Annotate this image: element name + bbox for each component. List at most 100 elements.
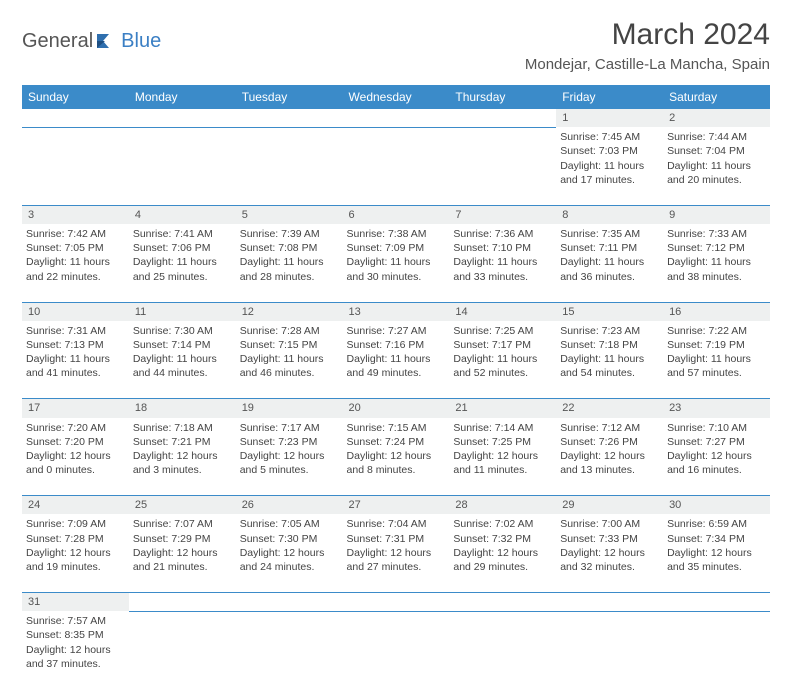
calendar-day-cell xyxy=(343,611,450,689)
sunset-text: Sunset: 7:13 PM xyxy=(26,338,125,352)
calendar-day-cell: Sunrise: 7:44 AMSunset: 7:04 PMDaylight:… xyxy=(663,127,770,205)
calendar-day-cell xyxy=(129,611,236,689)
day-number-cell: 6 xyxy=(343,205,450,224)
day-number-cell: 13 xyxy=(343,302,450,321)
sunset-text: Sunset: 8:35 PM xyxy=(26,628,125,642)
day-number-cell: 14 xyxy=(449,302,556,321)
day-number-cell: 30 xyxy=(663,496,770,515)
sunrise-text: Sunrise: 7:15 AM xyxy=(347,421,446,435)
daylight-text: Daylight: 11 hours xyxy=(240,352,339,366)
sunrise-text: Sunrise: 7:39 AM xyxy=(240,227,339,241)
daylight-text: Daylight: 11 hours xyxy=(453,255,552,269)
sunrise-text: Sunrise: 7:25 AM xyxy=(453,324,552,338)
daylight-text: and 38 minutes. xyxy=(667,270,766,284)
daylight-text: Daylight: 11 hours xyxy=(347,352,446,366)
daylight-text: and 13 minutes. xyxy=(560,463,659,477)
sunset-text: Sunset: 7:34 PM xyxy=(667,532,766,546)
sunrise-text: Sunrise: 7:27 AM xyxy=(347,324,446,338)
sunset-text: Sunset: 7:19 PM xyxy=(667,338,766,352)
daylight-text: and 57 minutes. xyxy=(667,366,766,380)
calendar-week-row: Sunrise: 7:57 AMSunset: 8:35 PMDaylight:… xyxy=(22,611,770,689)
day-number-cell: 29 xyxy=(556,496,663,515)
day-number-cell xyxy=(449,109,556,127)
daylight-text: Daylight: 12 hours xyxy=(560,449,659,463)
day-number-cell: 5 xyxy=(236,205,343,224)
day-number-row: 31 xyxy=(22,592,770,611)
sunrise-text: Sunrise: 7:04 AM xyxy=(347,517,446,531)
daylight-text: Daylight: 11 hours xyxy=(667,352,766,366)
day-number-cell: 7 xyxy=(449,205,556,224)
day-number-cell: 17 xyxy=(22,399,129,418)
weekday-header: Friday xyxy=(556,85,663,109)
sunrise-text: Sunrise: 7:33 AM xyxy=(667,227,766,241)
calendar-day-cell: Sunrise: 7:17 AMSunset: 7:23 PMDaylight:… xyxy=(236,418,343,496)
daylight-text: Daylight: 11 hours xyxy=(240,255,339,269)
daylight-text: and 29 minutes. xyxy=(453,560,552,574)
sunrise-text: Sunrise: 7:10 AM xyxy=(667,421,766,435)
sunset-text: Sunset: 7:18 PM xyxy=(560,338,659,352)
calendar-day-cell: Sunrise: 7:04 AMSunset: 7:31 PMDaylight:… xyxy=(343,514,450,592)
daylight-text: and 21 minutes. xyxy=(133,560,232,574)
sunset-text: Sunset: 7:20 PM xyxy=(26,435,125,449)
weekday-header: Thursday xyxy=(449,85,556,109)
calendar-week-row: Sunrise: 7:45 AMSunset: 7:03 PMDaylight:… xyxy=(22,127,770,205)
sunset-text: Sunset: 7:24 PM xyxy=(347,435,446,449)
day-number-cell: 9 xyxy=(663,205,770,224)
weekday-header: Saturday xyxy=(663,85,770,109)
sunset-text: Sunset: 7:03 PM xyxy=(560,144,659,158)
daylight-text: and 37 minutes. xyxy=(26,657,125,671)
sunrise-text: Sunrise: 7:00 AM xyxy=(560,517,659,531)
calendar-day-cell xyxy=(449,611,556,689)
calendar-day-cell xyxy=(236,127,343,205)
daylight-text: Daylight: 11 hours xyxy=(667,255,766,269)
daylight-text: and 5 minutes. xyxy=(240,463,339,477)
daylight-text: Daylight: 11 hours xyxy=(133,352,232,366)
sunset-text: Sunset: 7:21 PM xyxy=(133,435,232,449)
calendar-day-cell: Sunrise: 7:02 AMSunset: 7:32 PMDaylight:… xyxy=(449,514,556,592)
calendar-week-row: Sunrise: 7:09 AMSunset: 7:28 PMDaylight:… xyxy=(22,514,770,592)
calendar-day-cell: Sunrise: 7:09 AMSunset: 7:28 PMDaylight:… xyxy=(22,514,129,592)
sunrise-text: Sunrise: 7:23 AM xyxy=(560,324,659,338)
day-number-cell: 8 xyxy=(556,205,663,224)
calendar-day-cell xyxy=(449,127,556,205)
calendar-day-cell: Sunrise: 7:18 AMSunset: 7:21 PMDaylight:… xyxy=(129,418,236,496)
calendar-week-row: Sunrise: 7:42 AMSunset: 7:05 PMDaylight:… xyxy=(22,224,770,302)
sunrise-text: Sunrise: 7:41 AM xyxy=(133,227,232,241)
day-number-cell: 23 xyxy=(663,399,770,418)
daylight-text: Daylight: 12 hours xyxy=(560,546,659,560)
sunrise-text: Sunrise: 7:20 AM xyxy=(26,421,125,435)
calendar-day-cell: Sunrise: 7:12 AMSunset: 7:26 PMDaylight:… xyxy=(556,418,663,496)
calendar-day-cell xyxy=(663,611,770,689)
day-number-cell: 19 xyxy=(236,399,343,418)
daylight-text: and 20 minutes. xyxy=(667,173,766,187)
daylight-text: and 0 minutes. xyxy=(26,463,125,477)
flag-icon xyxy=(95,32,121,52)
day-number-cell: 21 xyxy=(449,399,556,418)
day-number-cell xyxy=(22,109,129,127)
daylight-text: Daylight: 12 hours xyxy=(347,546,446,560)
day-number-cell xyxy=(129,109,236,127)
sunset-text: Sunset: 7:17 PM xyxy=(453,338,552,352)
daylight-text: Daylight: 12 hours xyxy=(133,546,232,560)
day-number-cell: 3 xyxy=(22,205,129,224)
day-number-cell: 2 xyxy=(663,109,770,127)
daylight-text: Daylight: 11 hours xyxy=(347,255,446,269)
sunset-text: Sunset: 7:14 PM xyxy=(133,338,232,352)
daylight-text: and 33 minutes. xyxy=(453,270,552,284)
day-number-cell: 25 xyxy=(129,496,236,515)
calendar-day-cell xyxy=(22,127,129,205)
day-number-cell: 28 xyxy=(449,496,556,515)
daylight-text: Daylight: 12 hours xyxy=(667,449,766,463)
brand-text-2: Blue xyxy=(121,30,161,53)
day-number-cell: 15 xyxy=(556,302,663,321)
sunset-text: Sunset: 7:30 PM xyxy=(240,532,339,546)
sunset-text: Sunset: 7:16 PM xyxy=(347,338,446,352)
sunset-text: Sunset: 7:27 PM xyxy=(667,435,766,449)
daylight-text: and 16 minutes. xyxy=(667,463,766,477)
day-number-cell: 16 xyxy=(663,302,770,321)
daylight-text: Daylight: 12 hours xyxy=(26,449,125,463)
page-header: General Blue March 2024 Mondejar, Castil… xyxy=(22,18,770,73)
sunrise-text: Sunrise: 7:12 AM xyxy=(560,421,659,435)
daylight-text: Daylight: 11 hours xyxy=(560,255,659,269)
sunrise-text: Sunrise: 7:30 AM xyxy=(133,324,232,338)
